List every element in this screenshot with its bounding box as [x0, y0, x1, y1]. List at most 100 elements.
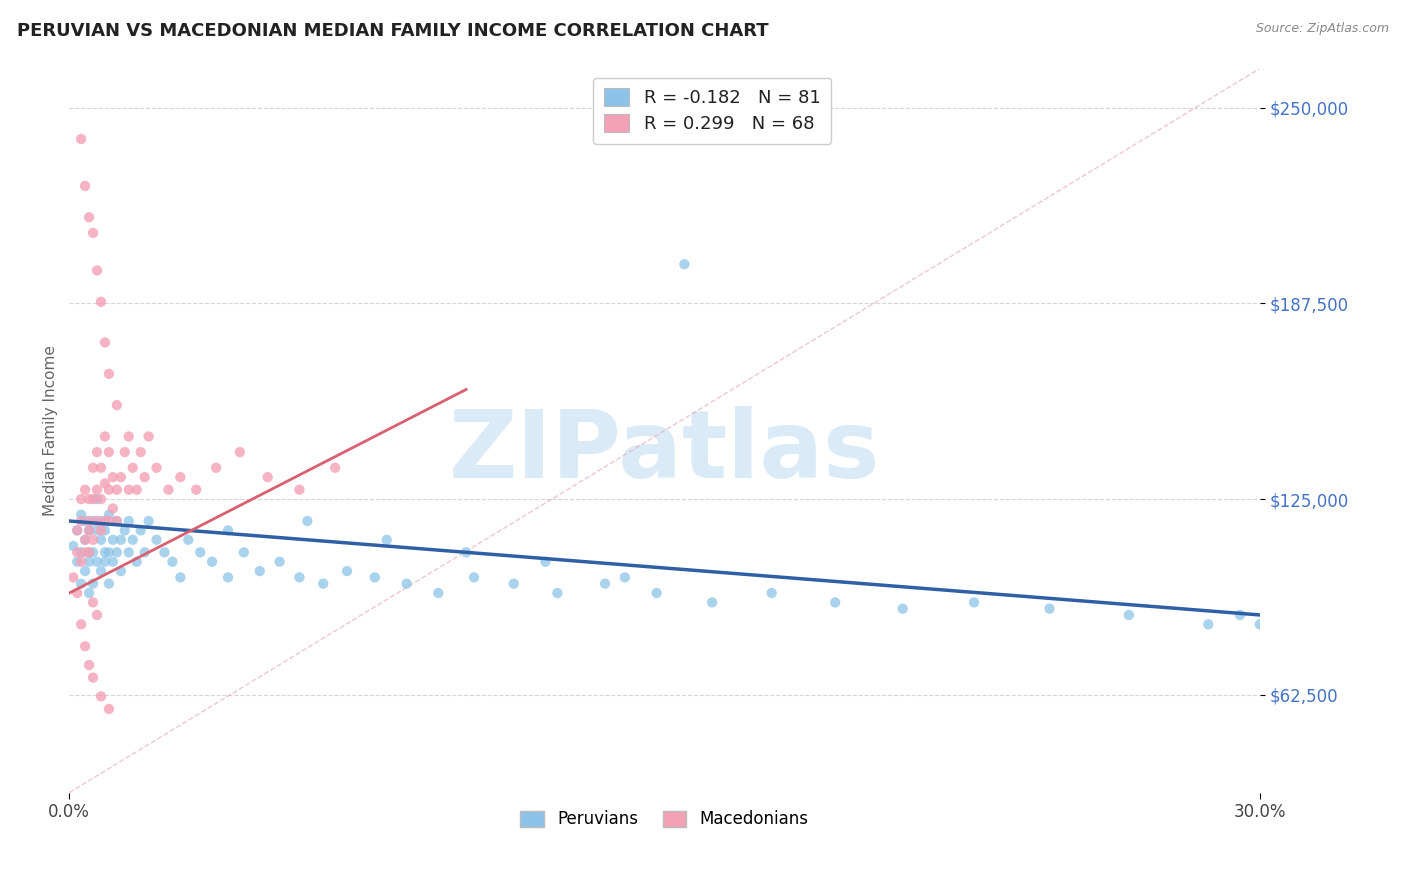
Point — [169, 570, 191, 584]
Point — [70, 576, 93, 591]
Point — [145, 460, 167, 475]
Point — [97, 576, 120, 591]
Point — [77, 211, 100, 225]
Point — [77, 492, 100, 507]
Point — [297, 514, 319, 528]
Point — [205, 460, 228, 475]
Point — [593, 576, 616, 591]
Point — [105, 398, 128, 412]
Point — [90, 460, 112, 475]
Text: PERUVIAN VS MACEDONIAN MEDIAN FAMILY INCOME CORRELATION CHART: PERUVIAN VS MACEDONIAN MEDIAN FAMILY INC… — [17, 22, 769, 40]
Point — [82, 533, 104, 547]
Point — [288, 570, 311, 584]
Point — [77, 545, 100, 559]
Point — [105, 514, 128, 528]
Point — [138, 514, 160, 528]
Point — [534, 555, 557, 569]
Point — [97, 508, 120, 522]
Point — [118, 545, 141, 559]
Point — [145, 533, 167, 547]
Point — [201, 555, 224, 569]
Point — [97, 483, 120, 497]
Point — [70, 514, 93, 528]
Point — [256, 470, 278, 484]
Point — [77, 514, 100, 528]
Y-axis label: Median Family Income: Median Family Income — [44, 345, 58, 516]
Point — [90, 492, 112, 507]
Point — [86, 514, 108, 528]
Point — [70, 492, 93, 507]
Point — [75, 564, 97, 578]
Point — [824, 595, 846, 609]
Point — [75, 533, 97, 547]
Point — [157, 483, 180, 497]
Point — [125, 483, 148, 497]
Point — [229, 445, 252, 459]
Legend: Peruvians, Macedonians: Peruvians, Macedonians — [513, 804, 815, 835]
Point — [1249, 617, 1271, 632]
Point — [94, 555, 117, 569]
Point — [702, 595, 724, 609]
Point — [82, 576, 104, 591]
Point — [90, 514, 112, 528]
Point — [129, 524, 152, 538]
Point — [94, 524, 117, 538]
Point — [177, 533, 200, 547]
Point — [70, 132, 93, 146]
Point — [90, 690, 112, 704]
Point — [105, 483, 128, 497]
Point — [75, 514, 97, 528]
Point — [66, 586, 89, 600]
Point — [101, 533, 124, 547]
Point — [66, 524, 89, 538]
Point — [138, 429, 160, 443]
Point — [70, 545, 93, 559]
Point — [86, 263, 108, 277]
Point — [891, 601, 914, 615]
Point — [86, 445, 108, 459]
Point — [645, 586, 668, 600]
Point — [94, 335, 117, 350]
Point — [70, 617, 93, 632]
Point — [75, 640, 97, 654]
Point — [153, 545, 176, 559]
Point — [101, 470, 124, 484]
Point — [336, 564, 359, 578]
Point — [77, 658, 100, 673]
Point — [110, 470, 132, 484]
Point — [82, 671, 104, 685]
Point — [66, 545, 89, 559]
Point — [94, 545, 117, 559]
Point — [97, 702, 120, 716]
Point — [105, 514, 128, 528]
Point — [77, 545, 100, 559]
Point — [82, 492, 104, 507]
Point — [121, 460, 143, 475]
Point — [75, 178, 97, 193]
Point — [125, 555, 148, 569]
Point — [1118, 607, 1140, 622]
Point — [118, 514, 141, 528]
Point — [105, 545, 128, 559]
Point — [1038, 601, 1060, 615]
Point — [86, 524, 108, 538]
Point — [86, 555, 108, 569]
Point — [169, 470, 191, 484]
Point — [188, 545, 211, 559]
Point — [502, 576, 524, 591]
Point — [82, 226, 104, 240]
Point — [94, 429, 117, 443]
Point — [114, 445, 136, 459]
Point — [90, 524, 112, 538]
Point — [110, 533, 132, 547]
Point — [101, 555, 124, 569]
Point — [75, 545, 97, 559]
Point — [613, 570, 636, 584]
Point — [249, 564, 271, 578]
Point — [70, 555, 93, 569]
Point — [134, 470, 156, 484]
Point — [427, 586, 450, 600]
Point — [75, 533, 97, 547]
Point — [97, 445, 120, 459]
Point — [269, 555, 291, 569]
